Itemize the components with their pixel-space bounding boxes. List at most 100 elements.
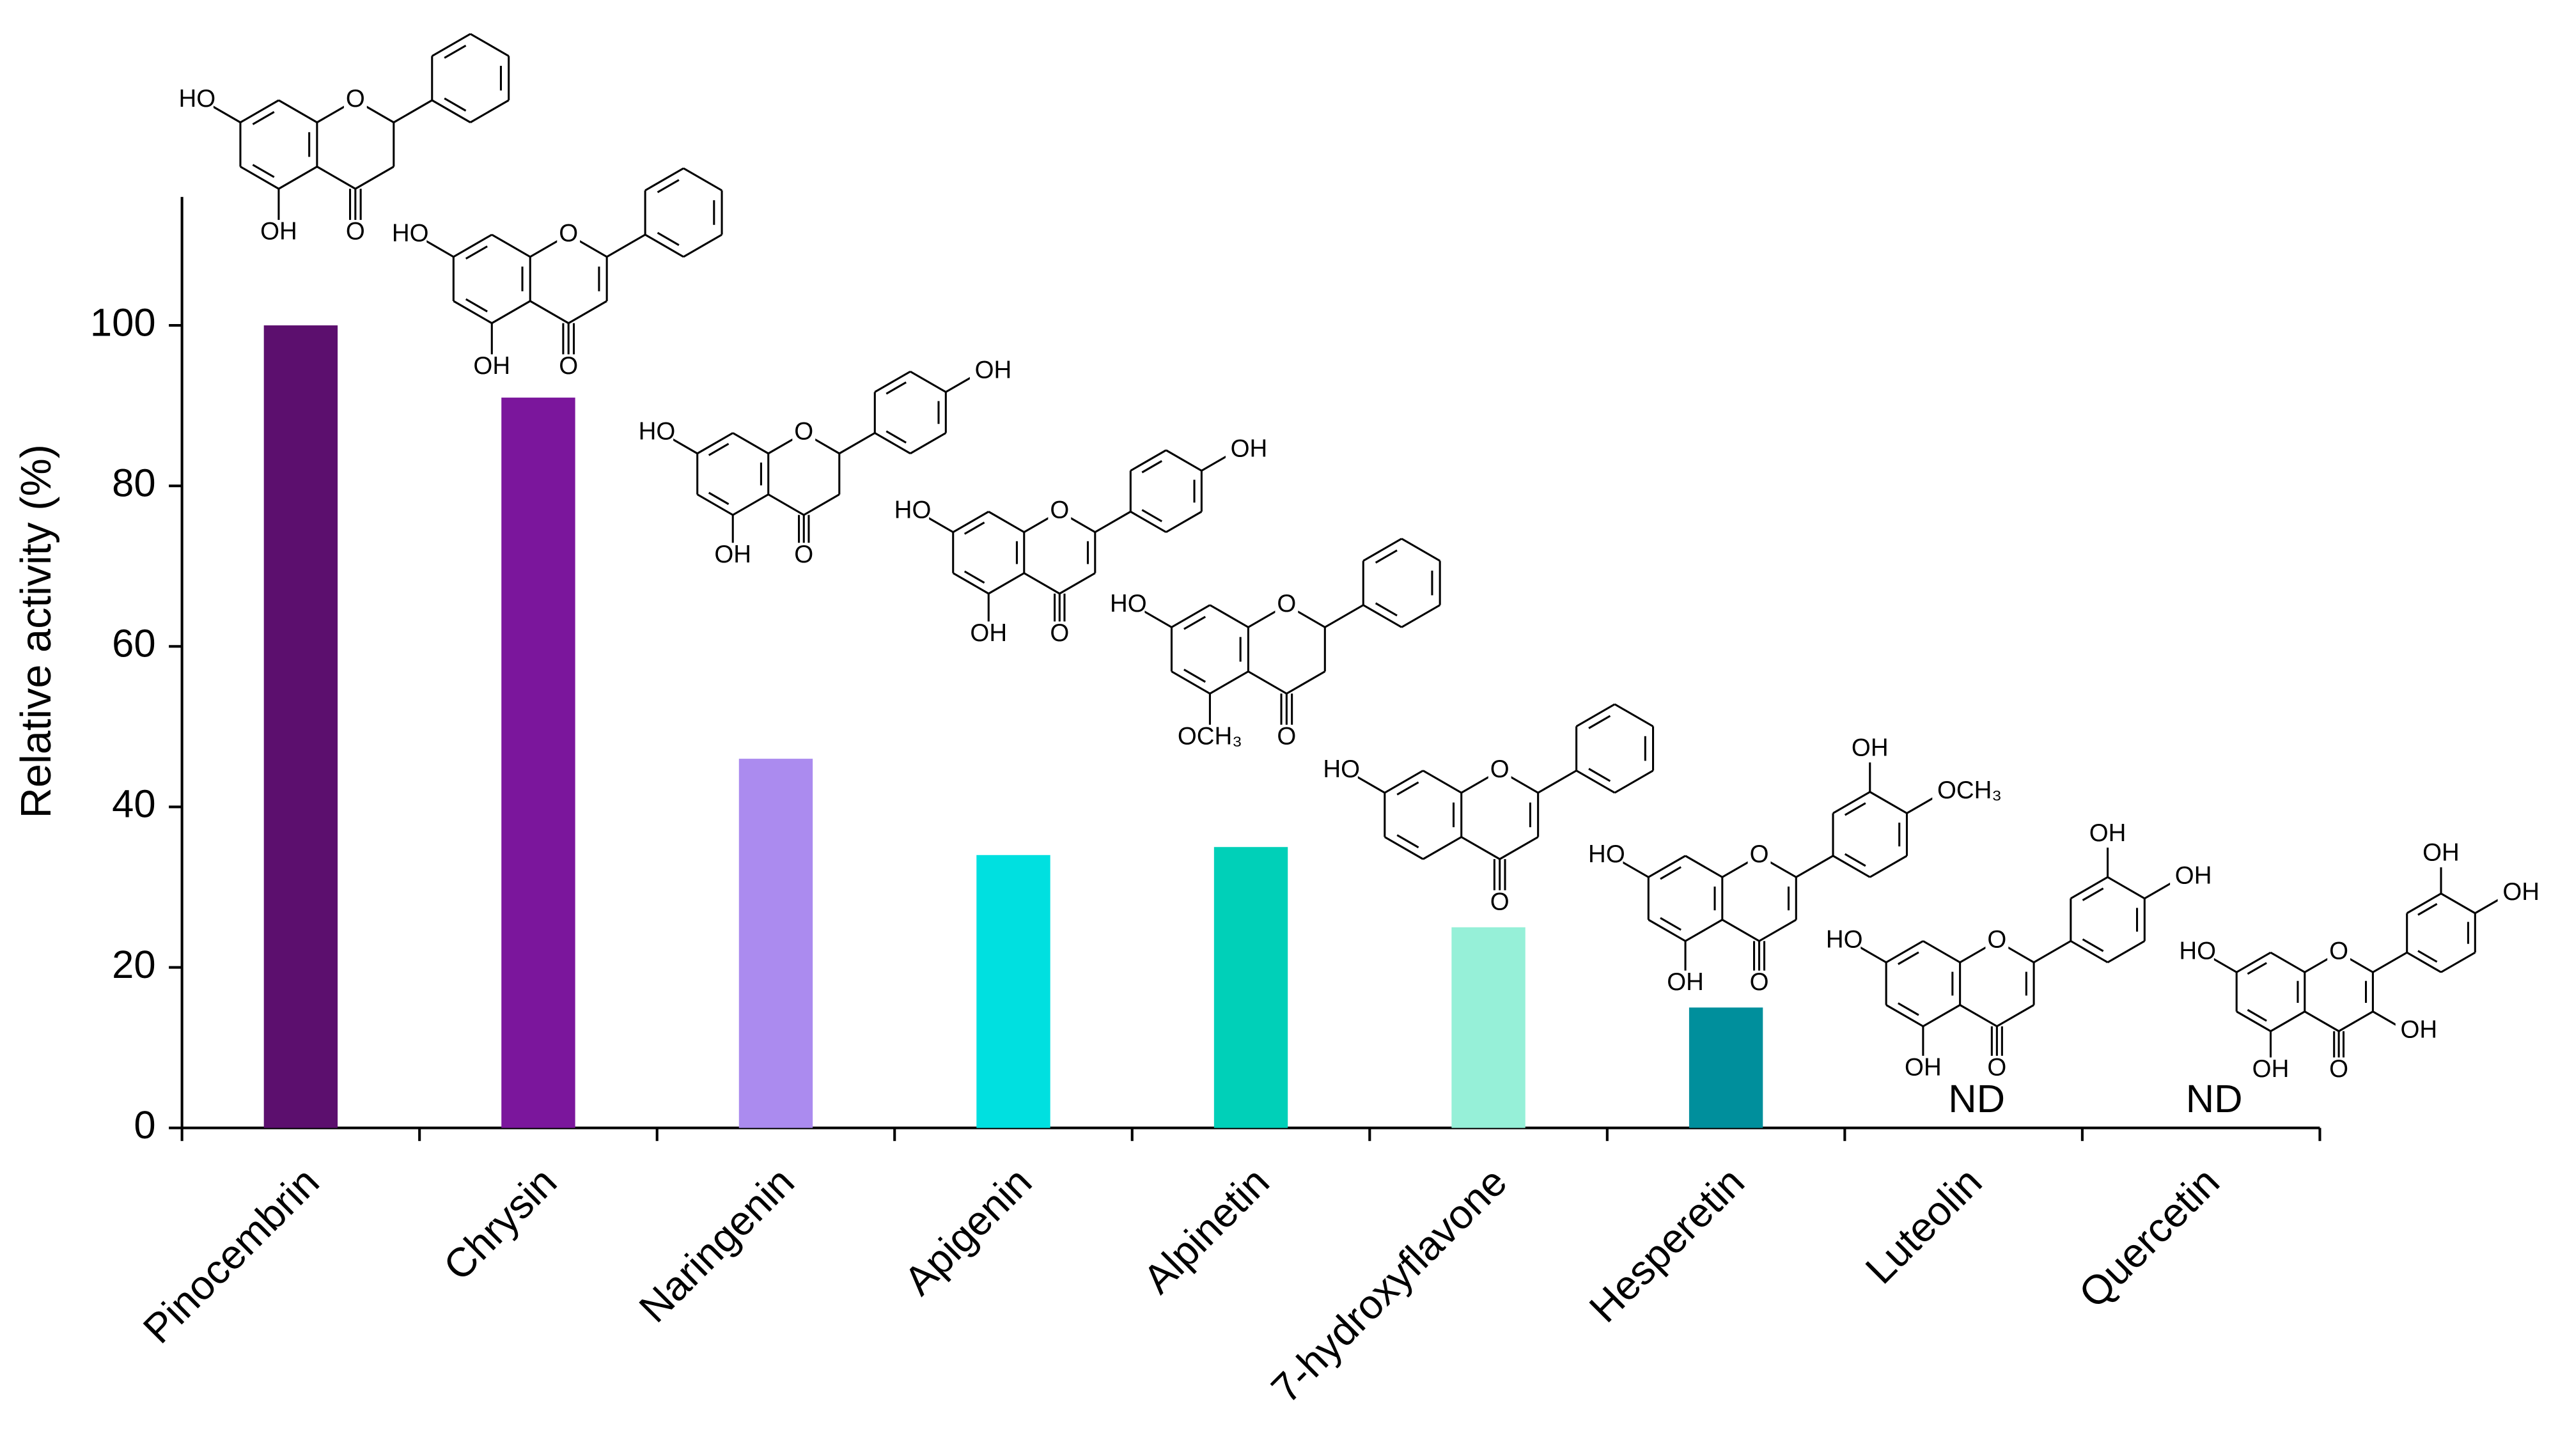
atom-label: HO: [2179, 937, 2216, 964]
value-label: ND: [1948, 1077, 2005, 1121]
bond: [732, 493, 769, 516]
atom-background: [1121, 592, 1145, 619]
atom-label: O: [346, 85, 365, 112]
x-tick-label: Quercetin: [2070, 1159, 2228, 1317]
bond: [1396, 834, 1419, 849]
bond: [444, 44, 467, 59]
atom-background: [2395, 1018, 2419, 1044]
atom-label: OH: [2252, 1055, 2290, 1083]
atom-label: OH: [473, 352, 510, 380]
bond: [1423, 770, 1462, 794]
atom-label: OH: [1667, 968, 1704, 996]
bond: [874, 370, 911, 393]
bond: [2440, 892, 2476, 915]
bond: [1844, 853, 1866, 867]
atom-label: HO: [178, 85, 215, 112]
chemical-structure: HO O OH O OH OH: [1826, 819, 2212, 1082]
bond: [2082, 938, 2104, 952]
atom-label: HO: [1826, 926, 1863, 954]
atom-label: OH: [970, 619, 1007, 647]
bond: [767, 493, 805, 516]
bond: [1898, 951, 1919, 965]
bond: [1209, 670, 1249, 695]
atom-background: [267, 220, 290, 247]
atom-background: [2497, 880, 2521, 907]
bond: [696, 432, 733, 454]
bond: [1384, 770, 1424, 794]
chemical-structure: HO O OCH₃ O: [1110, 538, 1441, 751]
bond: [644, 167, 684, 192]
atom-background: [1911, 1055, 1935, 1082]
bond: [1832, 791, 1871, 814]
bond: [952, 572, 990, 595]
atom-label: OH: [2175, 862, 2212, 890]
bond: [885, 430, 907, 444]
bond: [1614, 770, 1654, 794]
bond: [393, 99, 433, 123]
atom-background: [1747, 970, 1771, 997]
y-tick-label: 40: [112, 782, 155, 826]
bond: [1537, 770, 1577, 794]
atom-background: [650, 419, 674, 446]
bond: [453, 300, 493, 324]
x-tick-label: Naringenin: [630, 1159, 803, 1331]
bond: [1286, 670, 1326, 695]
atom-label: O: [1750, 840, 1769, 868]
atom-label: O: [559, 219, 578, 247]
atom-background: [2096, 821, 2119, 848]
atom-label: OH: [2502, 878, 2539, 906]
bond: [1024, 572, 1061, 595]
atom-label: O: [1490, 888, 1510, 916]
bond: [2406, 892, 2442, 915]
atom-background: [1932, 778, 1956, 805]
bond: [2440, 951, 2476, 973]
atom-background: [1048, 621, 1072, 648]
atom-background: [1225, 437, 1249, 463]
atom-background: [1674, 970, 1697, 997]
bond: [1362, 538, 1402, 562]
bond: [885, 381, 907, 395]
chemical-structure: HO O OH O OH OH OH: [2179, 839, 2539, 1084]
atom-background: [1837, 927, 1861, 954]
bond: [1869, 855, 1908, 878]
atom-label: OH: [975, 356, 1012, 383]
atom-background: [1600, 842, 1623, 869]
atom-label: O: [2329, 937, 2348, 964]
bond: [2107, 876, 2146, 900]
chemical-structure: HO OOH OOH: [639, 356, 1012, 569]
atom-background: [2170, 864, 2194, 890]
atom-background: [2430, 840, 2453, 867]
atom-label: O: [1050, 497, 1069, 524]
atom-label: OH: [1905, 1054, 1942, 1081]
bond: [1648, 855, 1686, 878]
bond: [1588, 768, 1611, 782]
atom-background: [2327, 939, 2351, 966]
bond: [910, 432, 947, 454]
atom-label: O: [559, 352, 578, 380]
atom-background: [1985, 1055, 2009, 1082]
bond: [240, 99, 279, 123]
atom-background: [1275, 724, 1299, 751]
x-tick-label: 7-hydroxyflavone: [1262, 1159, 1515, 1412]
atom-label: O: [2329, 1055, 2348, 1083]
bond: [1588, 715, 1611, 729]
bond: [683, 167, 722, 192]
x-tick-label: Apigenin: [895, 1159, 1040, 1304]
x-tick-label: Alpinetin: [1134, 1159, 1278, 1303]
bond: [431, 33, 471, 57]
bond: [708, 443, 729, 456]
chemical-structure: HO OOH OOH: [894, 435, 1267, 648]
bar: [1451, 927, 1525, 1128]
atom-label: O: [794, 418, 813, 445]
chemical-structure: HO OOH O: [178, 33, 510, 247]
bond: [1648, 918, 1686, 942]
bond: [910, 370, 947, 393]
y-tick-label: 100: [90, 300, 156, 345]
atom-background: [343, 87, 367, 114]
bond: [491, 233, 531, 258]
bond: [644, 233, 684, 258]
atom-label: O: [1987, 1054, 2006, 1081]
atom-label: O: [1490, 755, 1510, 783]
bond: [1183, 669, 1206, 683]
atom-label: OCH₃: [1178, 723, 1242, 750]
